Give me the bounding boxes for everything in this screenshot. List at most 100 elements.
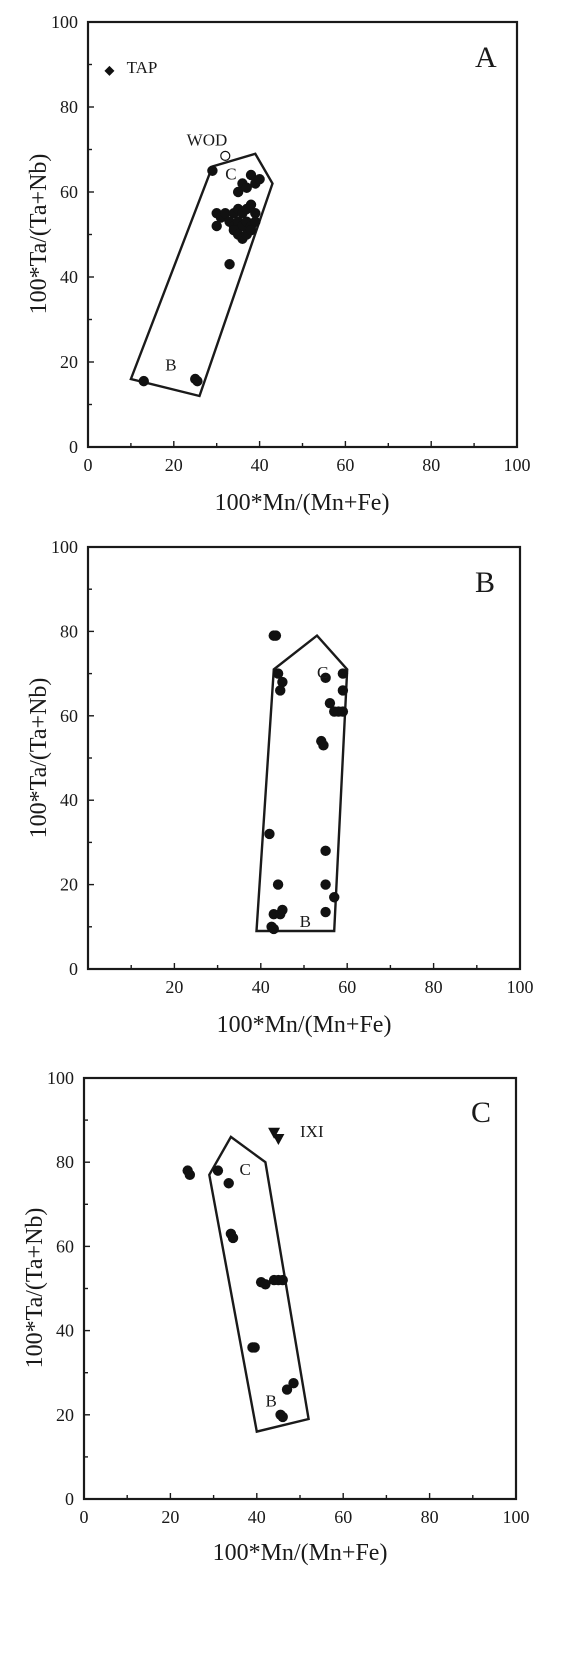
chart-panel-a: 0 20 40 60 80 100 0 20 40 60 80 100 TAP WOD C B A 100*…: [26, 12, 531, 516]
annotation-label: WOD: [187, 130, 228, 149]
data-point: [324, 697, 336, 709]
x-tick-label: 80: [425, 977, 443, 997]
data-point: [250, 208, 261, 219]
y-tick-label: 60: [60, 182, 78, 202]
x-tick-label: 40: [248, 1507, 266, 1527]
x-tick-label: 80: [422, 455, 440, 475]
data-point: [227, 1232, 239, 1244]
data-point: [250, 216, 261, 227]
chart-panel-c: 0 20 40 60 80 100 0 20 40 60 80 100 IXI C B C 100*Mn/…: [22, 1068, 530, 1566]
y-tick-label: 0: [65, 1489, 74, 1509]
data-point: [184, 1169, 196, 1181]
annotation-label: IXI: [300, 1122, 324, 1141]
panel-label-a: A: [475, 41, 497, 74]
y-tick-label: 100: [51, 537, 78, 557]
x-tick-label: 0: [80, 1507, 89, 1527]
data-point: [260, 1279, 271, 1290]
data-point: [320, 845, 331, 857]
data-point: [245, 169, 257, 181]
x-tick-label: 100: [503, 1507, 530, 1527]
y-axis-label-b: 100*Ta/(Ta+Nb): [26, 678, 52, 839]
data-point: [268, 923, 279, 935]
x-tick-label: 40: [252, 977, 270, 997]
data-point: [212, 1165, 224, 1176]
data-point: [329, 892, 340, 903]
data-point: [288, 1378, 299, 1389]
data-point: [318, 740, 329, 751]
data-point: [320, 906, 331, 918]
tick-group-c: 0 20 40 60 80 100 0 20 40 60 80 100: [47, 1068, 530, 1527]
y-tick-label: 80: [60, 97, 78, 117]
y-axis-label-c: 100*Ta/(Ta+Nb): [22, 1208, 48, 1369]
data-point: [249, 1342, 260, 1353]
annotation-label: C: [317, 663, 328, 682]
data-point: [223, 1178, 234, 1189]
y-tick-label: 100: [47, 1068, 74, 1088]
x-tick-label: 20: [161, 1507, 179, 1527]
annotation-label: C: [225, 164, 236, 183]
y-tick-label: 40: [56, 1321, 74, 1341]
points-group-a: [104, 65, 265, 387]
data-point: [245, 225, 257, 236]
y-tick-label: 100: [51, 12, 78, 32]
points-group-c: [182, 1127, 299, 1423]
annotation-label: TAP: [127, 58, 158, 77]
data-point: [337, 685, 349, 696]
y-tick-label: 0: [69, 437, 78, 457]
data-point-open-circle: [220, 150, 231, 161]
y-tick-label: 0: [69, 959, 78, 979]
data-point: [138, 375, 149, 387]
x-tick-label: 40: [251, 455, 269, 475]
annotation-label: B: [300, 912, 311, 931]
data-point: [337, 706, 349, 717]
data-point: [232, 186, 244, 198]
data-point: [270, 630, 282, 641]
data-point: [277, 904, 288, 916]
x-tick-label: 60: [334, 1507, 352, 1527]
data-point: [337, 668, 349, 679]
annotations-group-a: TAP WOD C B: [127, 58, 237, 375]
field-outline-a: [129, 152, 274, 398]
x-tick-label: 20: [165, 455, 183, 475]
annotation-label: C: [240, 1160, 251, 1179]
data-point: [281, 1384, 293, 1395]
x-tick-label: 60: [336, 455, 354, 475]
data-point: [220, 208, 231, 219]
y-tick-label: 40: [60, 267, 78, 287]
tick-group-b: 20 40 60 80 100 0 20 40 60 80 100: [51, 537, 534, 997]
panel-label-b: B: [475, 566, 495, 599]
y-tick-label: 40: [60, 790, 78, 810]
data-point: [320, 672, 331, 684]
y-tick-label: 20: [60, 875, 78, 895]
x-tick-label: 100: [504, 455, 531, 475]
data-point: [275, 685, 286, 696]
x-axis-label-b: 100*Mn/(Mn+Fe): [217, 1012, 392, 1038]
y-axis-label-a: 100*Ta/(Ta+Nb): [26, 154, 52, 315]
data-point: [272, 879, 284, 890]
points-group-b: [264, 630, 349, 935]
y-tick-label: 60: [56, 1236, 74, 1256]
data-point: [224, 259, 235, 270]
data-point: [277, 1274, 288, 1286]
y-tick-label: 80: [60, 621, 78, 641]
plot-frame-c: [82, 1076, 518, 1501]
data-point-diamond: [104, 65, 115, 76]
annotation-label: B: [165, 356, 176, 375]
data-point-triangle: [268, 1127, 281, 1139]
data-point: [272, 668, 284, 679]
field-outline-b: [255, 633, 349, 933]
data-point: [207, 165, 218, 176]
y-tick-label: 80: [56, 1152, 74, 1172]
field-outline-c: [208, 1135, 310, 1434]
data-point: [277, 676, 288, 688]
annotations-group-c: IXI C B: [240, 1122, 324, 1410]
annotation-label: B: [265, 1391, 276, 1410]
data-point-triangle: [272, 1134, 285, 1146]
data-point: [277, 1411, 288, 1423]
data-point: [211, 220, 222, 232]
x-tick-label: 60: [338, 977, 356, 997]
annotations-group-b: CB: [300, 663, 329, 931]
data-point: [320, 879, 331, 890]
